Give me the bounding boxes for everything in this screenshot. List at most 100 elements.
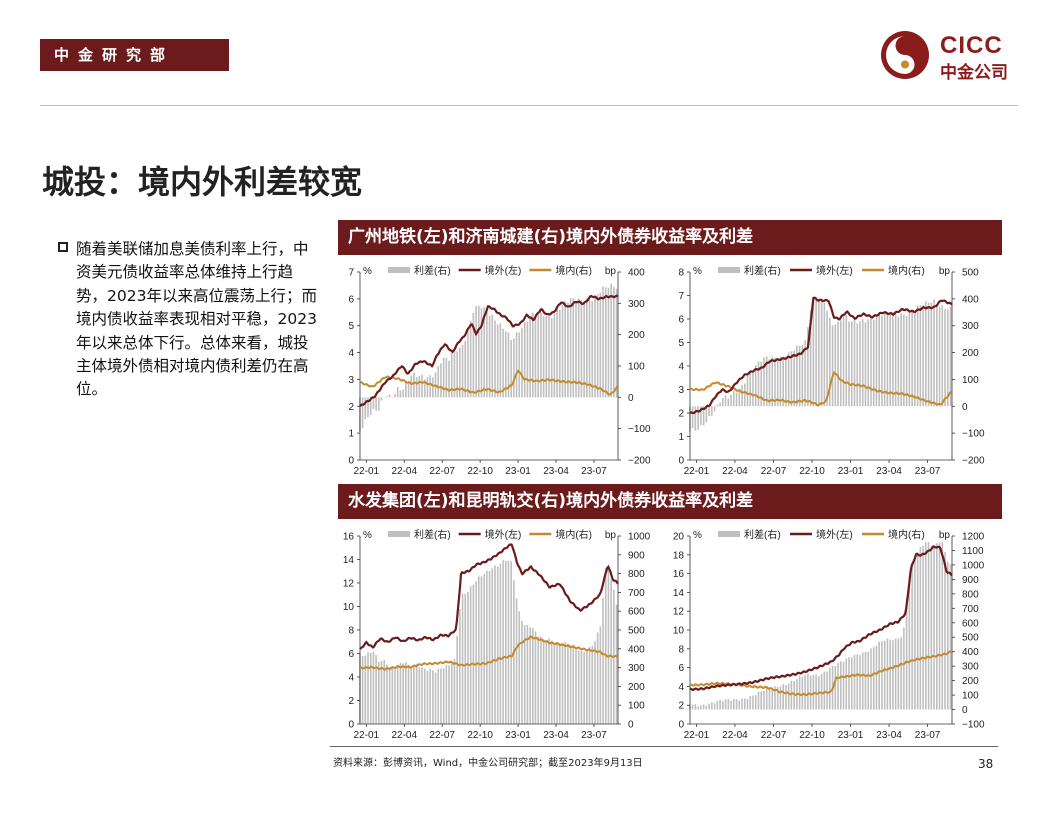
spread-bar — [903, 314, 905, 407]
spread-bar — [523, 625, 526, 724]
spread-bar — [437, 668, 440, 724]
spread-bar — [575, 648, 577, 724]
spread-bar — [897, 316, 900, 407]
spread-bar — [760, 361, 763, 407]
chart-kunming-rail-transit: 0 2 4 6 8 10 12 14 16 18 20 −100 0 100 200 300 400 500 600… — [673, 528, 985, 741]
spread-bar — [779, 356, 782, 407]
spread-bar — [488, 570, 491, 724]
spread-bar — [741, 384, 743, 407]
spread-bar — [596, 632, 599, 724]
spread-bar — [399, 390, 402, 398]
x-tick-label: 22-01 — [684, 466, 710, 477]
spread-bar — [453, 348, 456, 398]
left-tick-label: 4 — [348, 348, 354, 359]
left-tick-label: 3 — [678, 385, 684, 396]
spread-bar — [856, 654, 859, 710]
x-tick-label: 22-07 — [429, 730, 455, 741]
left-tick-label: 7 — [348, 268, 354, 279]
right-tick-label: 500 — [628, 626, 645, 637]
spread-bar — [475, 306, 477, 398]
right-tick-label: 400 — [962, 294, 979, 305]
spread-bar — [459, 608, 461, 724]
spread-bar — [812, 674, 815, 710]
legend: 利差(右) 境外(左) 境内(右) — [388, 528, 592, 541]
left-tick-label: 14 — [673, 588, 685, 599]
spread-bar — [946, 309, 949, 407]
spread-bar — [504, 560, 507, 724]
right-tick-label: 1000 — [628, 532, 651, 543]
header-divider — [40, 105, 1018, 106]
left-tick-label: 10 — [673, 626, 685, 637]
spread-bar — [583, 651, 585, 724]
spread-bar — [545, 640, 548, 724]
spread-bar — [754, 364, 757, 407]
spread-bar — [911, 562, 913, 710]
x-tick-label: 23-07 — [915, 466, 941, 477]
spread-bar — [542, 639, 545, 724]
legend-label: 境外(左) — [485, 528, 522, 541]
spread-bar — [429, 375, 431, 398]
logo-text-cn: 中金公司 — [940, 63, 1008, 83]
spread-bar — [861, 652, 864, 710]
spread-bar — [774, 686, 776, 710]
spread-bar — [472, 584, 475, 724]
spread-bar — [426, 670, 429, 724]
spread-bar — [815, 300, 817, 407]
left-tick-label: 4 — [348, 673, 354, 684]
legend-swatch-spread — [718, 531, 740, 537]
spread-bar — [615, 604, 618, 724]
left-tick-label: 16 — [673, 569, 685, 580]
spread-bar — [743, 383, 746, 407]
spread-bars — [689, 542, 952, 710]
right-tick-label: 400 — [628, 644, 645, 655]
left-tick-label: 6 — [348, 649, 354, 660]
x-tick-label: 22-01 — [354, 466, 380, 477]
right-tick-label: 1000 — [962, 560, 985, 571]
spread-bar — [801, 345, 804, 407]
spread-bar — [488, 315, 491, 398]
spread-bar — [881, 315, 883, 407]
spread-bar — [732, 698, 735, 710]
spread-bar — [529, 627, 531, 724]
spread-bar — [765, 688, 768, 710]
offshore-line — [359, 543, 619, 650]
spread-bar — [523, 322, 526, 398]
spread-bar — [818, 299, 820, 407]
left-tick-label: 6 — [678, 315, 684, 326]
spread-bar — [711, 702, 713, 710]
spread-bar — [553, 312, 556, 398]
right-tick-label: −100 — [962, 429, 985, 440]
spread-bar — [367, 397, 369, 418]
spread-bar — [881, 640, 883, 710]
chart-shuifa-group: 0 2 4 6 8 10 12 14 16 0 100 200 300 400 500 600 700 800 90… — [343, 528, 651, 741]
x-tick-label: 23-04 — [876, 466, 902, 477]
spread-bar — [807, 673, 809, 710]
spread-bar — [839, 661, 842, 710]
spread-bar — [480, 308, 483, 398]
spread-bar — [532, 312, 534, 398]
spread-bar — [496, 324, 499, 398]
spread-bar — [738, 700, 741, 710]
spread-bar — [883, 311, 886, 407]
spread-bar — [763, 357, 765, 407]
spread-bar — [735, 699, 738, 710]
spread-bar — [378, 397, 380, 411]
spread-bar — [782, 357, 784, 407]
left-tick-label: 16 — [343, 532, 355, 543]
spread-bar — [545, 315, 548, 398]
legend-label: 利差(右) — [414, 528, 451, 541]
spread-bar — [694, 406, 697, 431]
right-tick-label: 500 — [962, 633, 979, 644]
spread-bar — [613, 286, 615, 398]
cicc-logo-mark — [881, 31, 929, 79]
spread-bar — [410, 668, 413, 724]
spread-bar — [941, 542, 944, 710]
spread-bar — [834, 665, 837, 710]
spread-bar — [394, 668, 396, 724]
spread-bar — [421, 667, 423, 724]
spread-bar — [922, 305, 924, 407]
spread-bar — [914, 558, 916, 710]
spread-bar — [697, 406, 699, 430]
spread-bar — [845, 315, 848, 407]
legend-label: 利差(右) — [744, 264, 781, 277]
